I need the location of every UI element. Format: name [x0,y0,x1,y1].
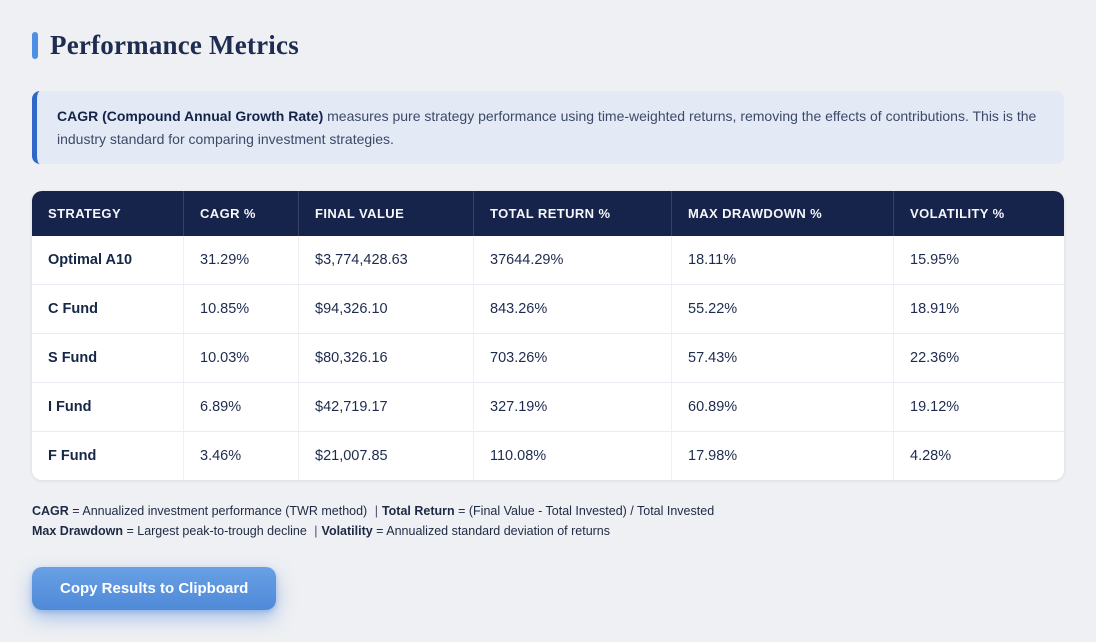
footnote-line: CAGR = Annualized investment performance… [32,501,1064,521]
cell-volatility: 19.12% [893,382,1064,432]
strategy-cell: F Fund [32,431,183,481]
info-box-term: CAGR (Compound Annual Growth Rate) [57,108,324,124]
cell-volatility: 22.36% [893,333,1064,383]
page-title: Performance Metrics [50,30,299,60]
table-header-row: STRATEGY CAGR % FINAL VALUE TOTAL RETURN % M… [32,191,1064,237]
table-header: STRATEGY CAGR % FINAL VALUE TOTAL RETURN % M… [32,191,1064,237]
table-row-f-fund: F Fund 3.46% $21,007.85 110.08% 17.98% 4.28% [32,431,1064,481]
column-header-total-return: TOTAL RETURN % [473,191,671,237]
footnote-term: Max Drawdown [32,524,123,539]
table-row-optimal-a10: Optimal A10 31.29% $3,774,428.63 37644.29% 1… [32,236,1064,285]
cell-final-value: $94,326.10 [298,284,473,334]
footnote-separator: | [314,524,318,539]
footnote-text: = Annualized investment performance (TWR… [68,504,371,519]
cell-max-drawdown: 57.43% [671,333,893,383]
footnote-term: Total Return [381,504,455,519]
cell-total-return: 37644.29% [473,236,671,285]
info-box-paragraph: CAGR (Compound Annual Growth Rate) measu… [57,105,1044,150]
table-footnotes: CAGR = Annualized investment performance… [32,501,1064,541]
cell-cagr: 31.29% [183,236,298,285]
cell-total-return: 703.26% [473,333,671,383]
column-header-strategy: STRATEGY [32,191,183,237]
cell-final-value: $3,774,428.63 [298,236,473,285]
title-accent-bar [32,32,38,59]
cell-max-drawdown: 17.98% [671,431,893,481]
column-header-volatility: VOLATILITY % [893,191,1064,237]
cell-final-value: $80,326.16 [298,333,473,383]
cell-volatility: 15.95% [893,236,1064,285]
cell-max-drawdown: 55.22% [671,284,893,334]
page-title-row: Performance Metrics [32,30,1064,61]
performance-metrics-page: Performance Metrics CAGR (Compound Annua… [32,30,1064,611]
cell-max-drawdown: 60.89% [671,382,893,432]
footnote-term: CAGR [32,504,69,519]
column-header-max-drawdown: MAX DRAWDOWN % [671,191,893,237]
cell-final-value: $42,719.17 [298,382,473,432]
cell-total-return: 110.08% [473,431,671,481]
footnote-text: = Largest peak-to-trough decline [123,524,311,539]
cell-cagr: 10.85% [183,284,298,334]
cagr-info-box: CAGR (Compound Annual Growth Rate) measu… [32,91,1064,165]
footnote-term: Volatility [321,524,373,539]
table-row-i-fund: I Fund 6.89% $42,719.17 327.19% 60.89% 19.12% [32,382,1064,432]
footnote-separator: | [374,504,378,519]
strategy-cell: C Fund [32,284,183,334]
cell-cagr: 6.89% [183,382,298,432]
cell-cagr: 10.03% [183,333,298,383]
cell-volatility: 4.28% [893,431,1064,481]
cell-total-return: 843.26% [473,284,671,334]
copy-results-button[interactable]: Copy Results to Clipboard [32,567,277,611]
footnote-line: Max Drawdown = Largest peak-to-trough de… [32,521,1064,541]
performance-metrics-table: STRATEGY CAGR % FINAL VALUE TOTAL RETURN % M… [32,191,1064,481]
info-box-text: measures pure strategy performance using… [57,108,1037,147]
strategy-cell: I Fund [32,382,183,432]
footnote-text: = (Final Value - Total Invested) / Total… [454,504,715,519]
column-header-cagr: CAGR % [183,191,298,237]
column-header-final-value: FINAL VALUE [298,191,473,237]
cell-max-drawdown: 18.11% [671,236,893,285]
cell-total-return: 327.19% [473,382,671,432]
cell-final-value: $21,007.85 [298,431,473,481]
cell-cagr: 3.46% [183,431,298,481]
cell-volatility: 18.91% [893,284,1064,334]
table-body: Optimal A10 31.29% $3,774,428.63 37644.29% 1… [32,236,1064,481]
footnote-text: = Annualized standard deviation of retur… [372,524,611,539]
strategy-cell: Optimal A10 [32,236,183,285]
table-row-c-fund: C Fund 10.85% $94,326.10 843.26% 55.22% 18.91… [32,284,1064,334]
strategy-cell: S Fund [32,333,183,383]
table-row-s-fund: S Fund 10.03% $80,326.16 703.26% 57.43% 22.36… [32,333,1064,383]
